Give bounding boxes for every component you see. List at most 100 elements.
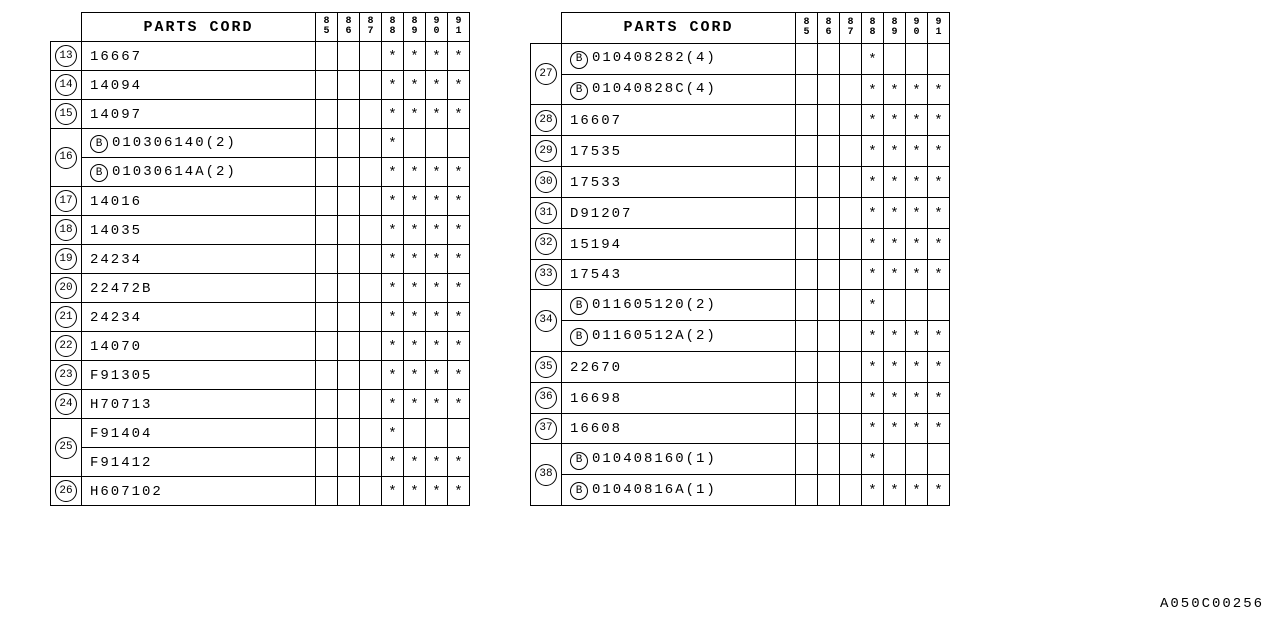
footer-code: A050C00256 (1160, 596, 1264, 612)
row-index: 17 (51, 187, 82, 216)
row-index: 20 (51, 274, 82, 303)
part-code: 17535 (570, 144, 622, 160)
year-mark: * (382, 419, 404, 448)
part-cell: H607102 (82, 477, 316, 506)
asterisk-icon: * (432, 223, 440, 239)
year-mark (796, 43, 818, 74)
asterisk-icon: * (912, 267, 920, 283)
table-row: 2816607**** (531, 105, 950, 136)
year-mark: * (928, 413, 950, 444)
part-cell: 22472B (82, 274, 316, 303)
year-mark (316, 158, 338, 187)
year-mark (840, 105, 862, 136)
year-mark: * (448, 303, 470, 332)
part-cell: F91404 (82, 419, 316, 448)
year-mark: * (906, 167, 928, 198)
part-cell: H70713 (82, 390, 316, 419)
year-mark (796, 444, 818, 475)
asterisk-icon: * (454, 397, 462, 413)
table-row: 31D91207**** (531, 197, 950, 228)
year-mark: * (382, 129, 404, 158)
year-mark (316, 274, 338, 303)
year-mark: * (862, 413, 884, 444)
circled-number-icon: 35 (535, 356, 557, 378)
asterisk-icon: * (432, 252, 440, 268)
asterisk-icon: * (890, 83, 898, 99)
asterisk-icon: * (432, 455, 440, 471)
asterisk-icon: * (912, 83, 920, 99)
year-mark: * (906, 351, 928, 382)
year-mark (796, 382, 818, 413)
year-mark: * (426, 216, 448, 245)
year-mark: * (928, 136, 950, 167)
row-index: 37 (531, 413, 562, 444)
asterisk-icon: * (890, 206, 898, 222)
year-mark (338, 129, 360, 158)
part-code: 01040816A(1) (592, 482, 717, 498)
year-mark: * (404, 216, 426, 245)
year-mark (818, 259, 840, 290)
part-cell: 24234 (82, 303, 316, 332)
year-mark: * (906, 382, 928, 413)
year-mark: * (404, 158, 426, 187)
year-mark (818, 197, 840, 228)
table-row: 1414094**** (51, 71, 470, 100)
year-mark: * (404, 42, 426, 71)
table-row: 34B011605120(2)* (531, 290, 950, 321)
table-row: 2022472B**** (51, 274, 470, 303)
year-mark: * (906, 74, 928, 105)
asterisk-icon: * (388, 339, 396, 355)
year-mark: * (448, 274, 470, 303)
asterisk-icon: * (388, 455, 396, 471)
circled-number-icon: 15 (55, 103, 77, 125)
table-row: 2917535**** (531, 136, 950, 167)
year-mark (360, 448, 382, 477)
year-mark (840, 475, 862, 506)
part-code: H607102 (90, 484, 163, 500)
asterisk-icon: * (912, 113, 920, 129)
year-mark (906, 43, 928, 74)
table-row: 24H70713**** (51, 390, 470, 419)
part-code: 010306140(2) (112, 135, 237, 151)
year-mark: * (862, 197, 884, 228)
asterisk-icon: * (410, 165, 418, 181)
header-year-89: 89 (404, 13, 426, 42)
part-code: 24234 (90, 252, 142, 268)
part-cell: F91305 (82, 361, 316, 390)
year-mark (338, 390, 360, 419)
asterisk-icon: * (454, 310, 462, 326)
asterisk-icon: * (934, 206, 942, 222)
year-mark (426, 419, 448, 448)
asterisk-icon: * (912, 483, 920, 499)
asterisk-icon: * (912, 421, 920, 437)
asterisk-icon: * (432, 339, 440, 355)
year-mark: * (884, 136, 906, 167)
part-cell: B01040828C(4) (562, 74, 796, 105)
year-mark: * (928, 74, 950, 105)
table-row: 2124234**** (51, 303, 470, 332)
year-mark: * (382, 42, 404, 71)
part-cell: 14097 (82, 100, 316, 129)
table-row: 23F91305**** (51, 361, 470, 390)
table-row: 3317543**** (531, 259, 950, 290)
part-cell: 24234 (82, 245, 316, 274)
asterisk-icon: * (388, 484, 396, 500)
year-mark: * (906, 136, 928, 167)
row-index: 28 (531, 105, 562, 136)
asterisk-icon: * (912, 175, 920, 191)
year-mark: * (906, 413, 928, 444)
part-cell: 15194 (562, 228, 796, 259)
part-cell: B01040816A(1) (562, 475, 796, 506)
year-mark (360, 71, 382, 100)
year-mark: * (426, 274, 448, 303)
header-blank (531, 13, 562, 44)
asterisk-icon: * (454, 165, 462, 181)
circled-number-icon: 34 (535, 310, 557, 332)
year-mark (338, 303, 360, 332)
part-cell: 14070 (82, 332, 316, 361)
year-mark: * (382, 361, 404, 390)
circled-number-icon: 17 (55, 190, 77, 212)
year-mark (316, 71, 338, 100)
part-cell: 22670 (562, 351, 796, 382)
asterisk-icon: * (410, 484, 418, 500)
